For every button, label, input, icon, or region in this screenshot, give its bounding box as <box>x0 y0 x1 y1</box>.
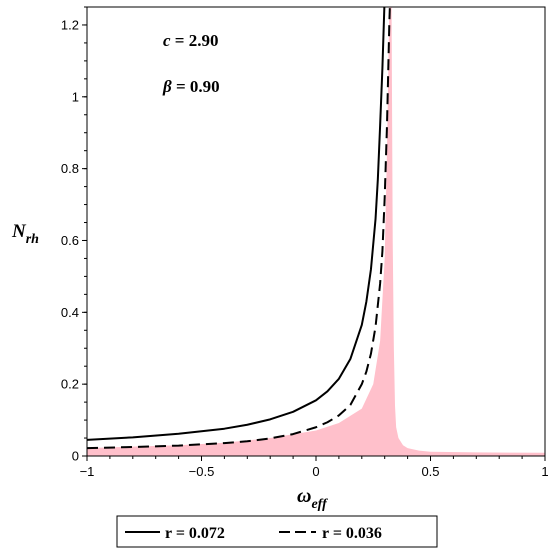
y-axis-title: Nrh <box>11 221 39 247</box>
x-tick-label: −1 <box>80 464 95 479</box>
legend-label-2: r = 0.036 <box>322 525 382 542</box>
y-tick-label: 0.2 <box>61 377 79 392</box>
annotation-c-value: = 2.90 <box>171 31 219 50</box>
legend-label-1: r = 0.072 <box>165 525 225 542</box>
series-line-dashed <box>87 7 391 450</box>
y-tick-label: 0.6 <box>61 233 79 248</box>
annotation-beta-var: β <box>162 77 172 96</box>
legend-frame <box>116 515 438 548</box>
series-line-solid <box>87 7 386 441</box>
x-axis-ticks: −1 −0.5 0 0.5 1 <box>80 456 549 479</box>
x-axis-title: ωeff <box>297 485 328 512</box>
legend: r = 0.072 r = 0.036 <box>116 515 438 548</box>
series-layer <box>87 7 391 450</box>
annotation-c: c = 2.90 <box>163 31 218 50</box>
y-tick-label: 0.4 <box>61 305 79 320</box>
annotation-c-var: c <box>163 31 171 50</box>
x-axis-title-base: ω <box>297 485 311 507</box>
y-tick-label: 1 <box>72 89 79 104</box>
x-tick-label: 1 <box>541 464 548 479</box>
y-tick-label: 1.2 <box>61 17 79 32</box>
x-tick-label: 0.5 <box>421 464 439 479</box>
x-axis-title-sub: eff <box>311 497 328 512</box>
plot-frame <box>86 6 546 457</box>
shaded-region <box>87 7 545 456</box>
y-tick-label: 0 <box>72 449 79 464</box>
x-tick-label: −0.5 <box>189 464 215 479</box>
y-axis-title-sub: rh <box>26 232 39 247</box>
annotation-beta-value: = 0.90 <box>172 77 220 96</box>
x-tick-label: 0 <box>312 464 319 479</box>
y-tick-label: 0.8 <box>61 161 79 176</box>
y-axis-ticks: 0 0.2 0.4 0.6 0.8 1 1.2 <box>61 6 87 464</box>
shaded-region-layer <box>87 7 545 456</box>
annotation-beta: β = 0.90 <box>162 77 220 96</box>
y-axis-title-base: N <box>11 221 27 242</box>
